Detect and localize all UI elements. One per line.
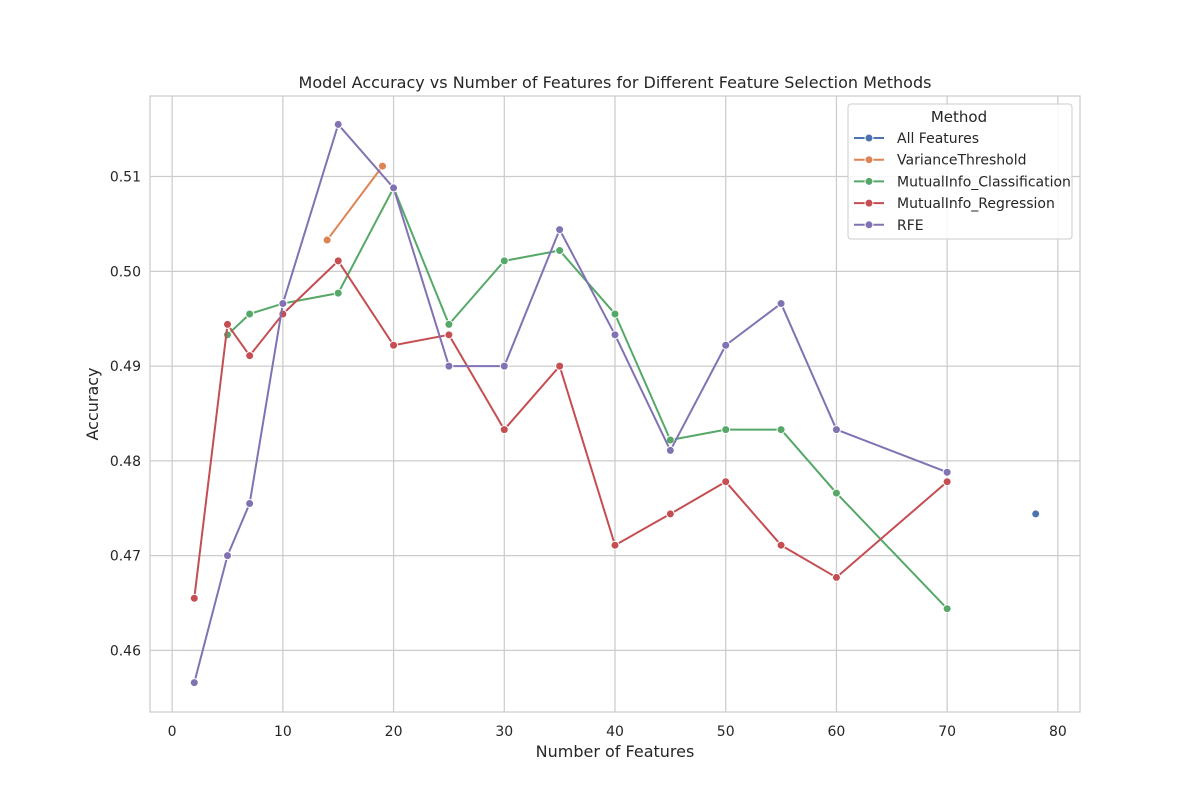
data-point-rfe	[942, 467, 952, 477]
legend-swatch-marker	[864, 220, 874, 230]
data-point-mutualinfo-classification	[444, 319, 454, 329]
legend-entries: All Features VarianceThreshold MutualInfo_…	[854, 131, 1071, 234]
legend-swatch-marker	[864, 198, 874, 208]
legend-label: MutualInfo_Regression	[897, 196, 1055, 212]
data-point-mutualinfo-regression	[444, 330, 454, 340]
data-point-mutualinfo-classification	[245, 309, 255, 319]
data-point-rfe	[831, 425, 841, 435]
data-point-rfe	[245, 499, 255, 509]
data-point-mutualinfo-classification	[721, 425, 731, 435]
legend-swatch-marker	[864, 133, 874, 143]
data-point-rfe	[610, 330, 620, 340]
data-point-rfe	[333, 119, 343, 129]
y-tick-label: 0.47	[110, 549, 141, 565]
legend-label: MutualInfo_Classification	[897, 174, 1071, 190]
y-tick-label: 0.46	[110, 643, 141, 659]
data-point-mutualinfo-regression	[245, 351, 255, 361]
series-all-features	[1031, 509, 1041, 519]
y-tick-label: 0.49	[110, 359, 141, 375]
tick-labels: 0 10 20 30 40 50 60 70 80 0.46 0.47 0.48 0.49 0.50 0.5…	[110, 170, 1067, 740]
x-tick-label: 80	[1049, 724, 1067, 740]
data-point-all-features	[1031, 509, 1041, 519]
legend-box	[847, 103, 1073, 240]
y-tick-label: 0.50	[110, 264, 141, 280]
x-tick-label: 40	[606, 724, 624, 740]
legend-entry-all-features: All Features	[854, 131, 979, 147]
data-point-mutualinfo-regression	[223, 319, 232, 329]
y-tick-label: 0.51	[110, 170, 141, 186]
legend-swatch-marker	[864, 155, 874, 165]
data-point-mutualinfo-classification	[610, 309, 620, 319]
data-point-mutualinfo-classification	[499, 256, 509, 266]
legend-entry-mutualinfo-regression: MutualInfo_Regression	[854, 196, 1055, 212]
data-point-rfe	[499, 361, 509, 371]
data-point-rfe	[389, 183, 399, 193]
data-point-mutualinfo-regression	[721, 477, 731, 487]
plot-frame	[149, 95, 1081, 713]
x-axis-label: Number of Features	[536, 742, 695, 761]
data-point-rfe	[278, 299, 288, 309]
data-point-mutualinfo-regression	[831, 572, 841, 582]
data-point-mutualinfo-regression	[665, 509, 675, 519]
legend-entry-mutualinfo-classification: MutualInfo_Classification	[854, 174, 1071, 190]
legend: Method All Features VarianceThreshold Mutu…	[847, 103, 1073, 240]
data-point-variancethreshold	[322, 235, 332, 245]
data-point-mutualinfo-classification	[555, 245, 565, 255]
data-point-rfe	[721, 340, 731, 350]
x-tick-label: 0	[168, 724, 177, 740]
x-tick-label: 10	[274, 724, 292, 740]
data-point-mutualinfo-regression	[189, 593, 199, 603]
legend-label: VarianceThreshold	[897, 153, 1026, 169]
series-rfe	[189, 119, 952, 688]
legend-swatch-marker	[864, 176, 874, 186]
data-point-mutualinfo-classification	[831, 488, 841, 498]
legend-label: All Features	[897, 131, 979, 147]
data-point-mutualinfo-classification	[333, 288, 343, 298]
data-point-mutualinfo-classification	[942, 604, 952, 614]
series-line-mutualinfo-classification	[226, 186, 948, 610]
data-point-rfe	[665, 445, 675, 455]
x-tick-label: 60	[828, 724, 846, 740]
data-point-mutualinfo-regression	[942, 477, 952, 487]
data-point-rfe	[444, 361, 454, 371]
y-axis-label: Accuracy	[83, 367, 102, 440]
legend-entry-variancethreshold: VarianceThreshold	[854, 153, 1026, 169]
legend-label: RFE	[897, 218, 924, 234]
data-point-mutualinfo-regression	[610, 540, 620, 550]
data-point-mutualinfo-regression	[499, 425, 509, 435]
x-tick-label: 50	[717, 724, 735, 740]
data-point-rfe	[189, 678, 199, 688]
data-point-variancethreshold	[378, 161, 387, 171]
data-point-mutualinfo-regression	[776, 540, 786, 550]
data-point-mutualinfo-classification	[776, 425, 786, 435]
series-variancethreshold	[322, 161, 387, 245]
series-line-variancethreshold	[326, 165, 384, 241]
legend-title: Method	[931, 108, 987, 126]
data-point-rfe	[555, 225, 565, 235]
y-tick-label: 0.48	[110, 454, 141, 470]
legend-entry-rfe: RFE	[854, 218, 924, 234]
chart-title: Model Accuracy vs Number of Features for…	[299, 73, 932, 92]
x-tick-label: 30	[495, 724, 513, 740]
data-point-rfe	[776, 299, 786, 309]
data-point-mutualinfo-regression	[389, 340, 399, 350]
series-layer	[189, 119, 1041, 688]
data-point-rfe	[223, 551, 232, 561]
data-point-mutualinfo-regression	[333, 256, 343, 266]
x-tick-label: 70	[938, 724, 956, 740]
data-point-mutualinfo-regression	[555, 361, 565, 371]
x-tick-label: 20	[385, 724, 403, 740]
